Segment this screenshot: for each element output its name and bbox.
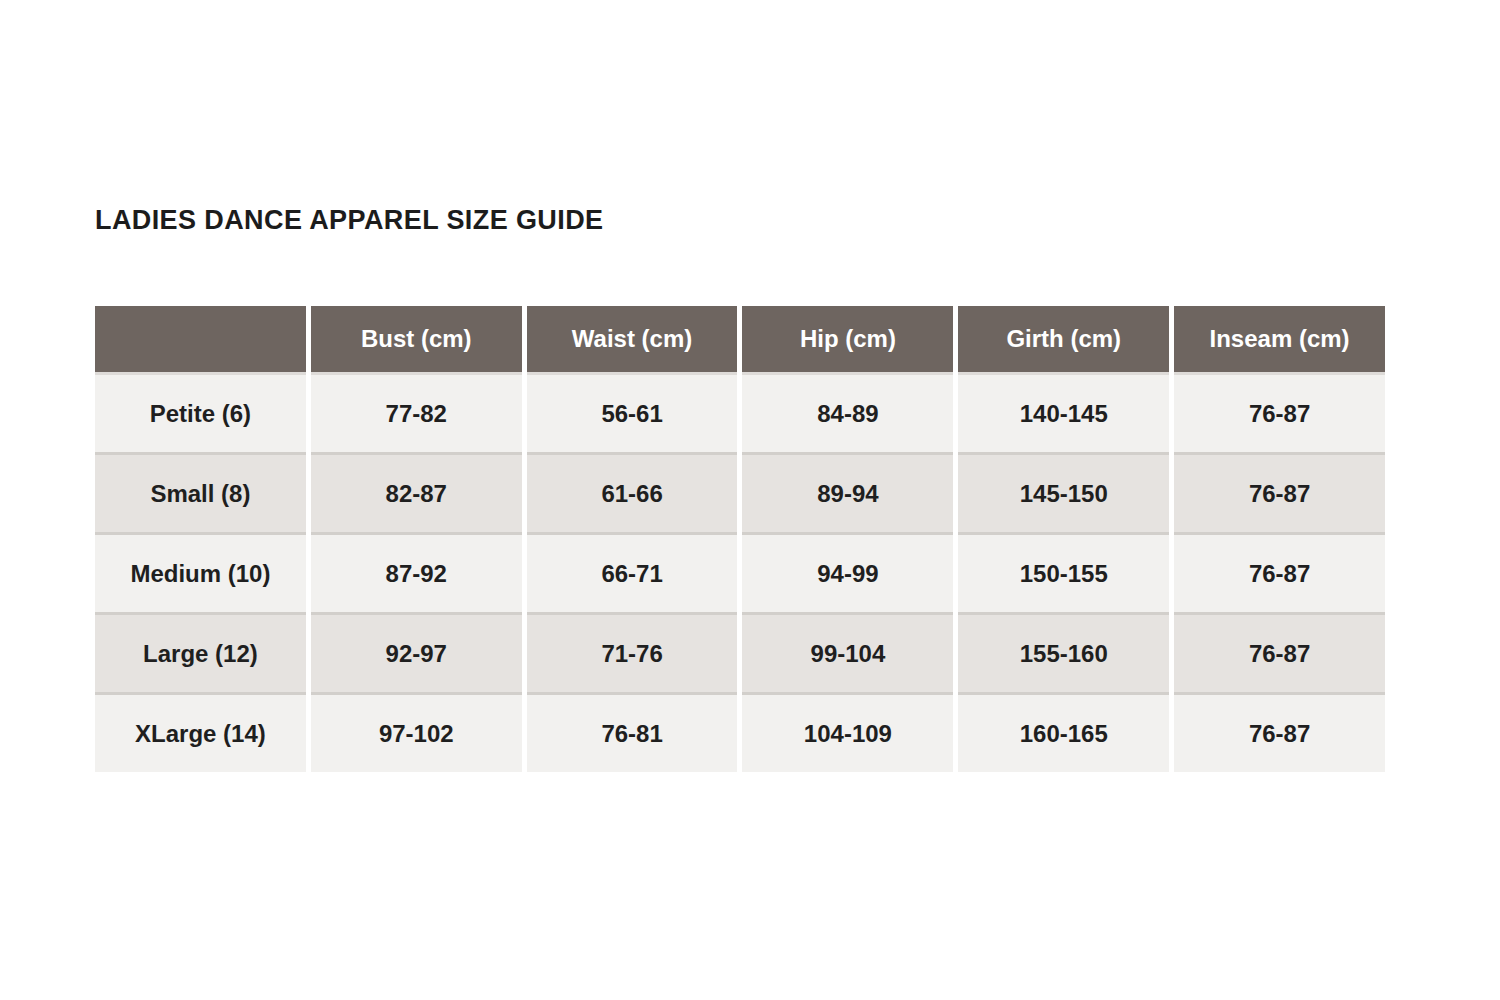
size-cell-girth: 145-150 [958,452,1169,532]
size-cell-bust: 77-82 [311,372,522,452]
table-row-large: Large (12) 92-97 71-76 99-104 155-160 76… [95,612,1385,692]
size-guide-table: Bust (cm) Waist (cm) Hip (cm) Girth (cm)… [90,306,1390,772]
table-row-medium: Medium (10) 87-92 66-71 94-99 150-155 76… [95,532,1385,612]
size-cell-waist: 66-71 [527,532,738,612]
column-header-waist: Waist (cm) [527,306,738,372]
size-cell-waist: 61-66 [527,452,738,532]
row-label-cell: Small (8) [95,452,306,532]
size-cell-hip: 99-104 [742,612,953,692]
column-header-bust: Bust (cm) [311,306,522,372]
size-cell-inseam: 76-87 [1174,692,1385,772]
row-label-cell: Large (12) [95,612,306,692]
size-cell-waist: 76-81 [527,692,738,772]
column-header-girth: Girth (cm) [958,306,1169,372]
row-label-cell: Petite (6) [95,372,306,452]
page: LADIES DANCE APPAREL SIZE GUIDE Bust (cm… [0,0,1500,1000]
column-header-blank [95,306,306,372]
row-label-cell: Medium (10) [95,532,306,612]
size-cell-waist: 56-61 [527,372,738,452]
size-cell-hip: 89-94 [742,452,953,532]
size-cell-girth: 155-160 [958,612,1169,692]
size-cell-waist: 71-76 [527,612,738,692]
size-cell-hip: 94-99 [742,532,953,612]
size-cell-hip: 104-109 [742,692,953,772]
size-cell-inseam: 76-87 [1174,532,1385,612]
size-cell-hip: 84-89 [742,372,953,452]
row-label-cell: XLarge (14) [95,692,306,772]
table-row-xlarge: XLarge (14) 97-102 76-81 104-109 160-165… [95,692,1385,772]
page-title: LADIES DANCE APPAREL SIZE GUIDE [95,205,603,236]
size-cell-bust: 92-97 [311,612,522,692]
size-cell-bust: 82-87 [311,452,522,532]
table-row-small: Small (8) 82-87 61-66 89-94 145-150 76-8… [95,452,1385,532]
size-cell-girth: 160-165 [958,692,1169,772]
header-row: Bust (cm) Waist (cm) Hip (cm) Girth (cm)… [95,306,1385,372]
column-header-hip: Hip (cm) [742,306,953,372]
size-cell-girth: 140-145 [958,372,1169,452]
size-cell-inseam: 76-87 [1174,372,1385,452]
size-cell-bust: 97-102 [311,692,522,772]
size-cell-girth: 150-155 [958,532,1169,612]
column-header-inseam: Inseam (cm) [1174,306,1385,372]
size-cell-inseam: 76-87 [1174,452,1385,532]
size-cell-inseam: 76-87 [1174,612,1385,692]
size-cell-bust: 87-92 [311,532,522,612]
table-row-petite: Petite (6) 77-82 56-61 84-89 140-145 76-… [95,372,1385,452]
